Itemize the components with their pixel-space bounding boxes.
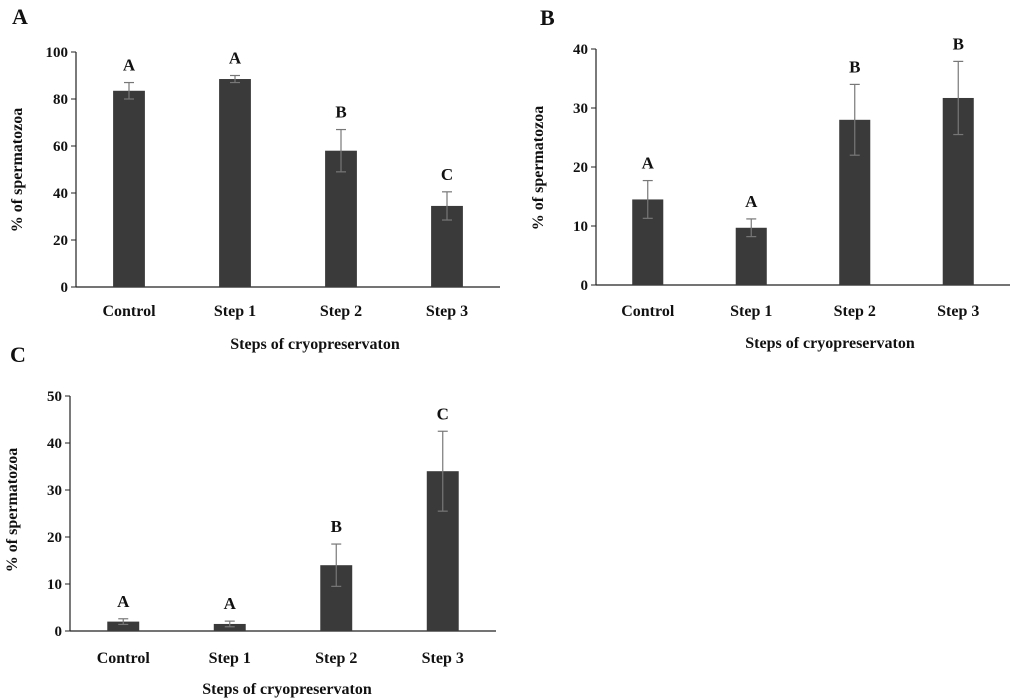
y-tick-label: 50 <box>47 389 62 405</box>
y-tick-label: 40 <box>47 436 62 452</box>
y-axis-title: % of spermatozoa <box>4 448 21 572</box>
y-tick-label: 0 <box>55 624 63 640</box>
x-tick-label: Step 3 <box>422 650 464 667</box>
panel-label: A <box>12 4 28 29</box>
y-tick-label: 0 <box>581 278 589 294</box>
x-tick-label: Step 3 <box>426 303 468 320</box>
x-tick-label: Step 1 <box>214 303 256 320</box>
significance-letter: B <box>331 517 342 536</box>
significance-letter: C <box>441 165 453 184</box>
y-tick-label: 10 <box>573 219 588 235</box>
y-tick-label: 80 <box>53 92 68 108</box>
y-tick-label: 30 <box>47 483 62 499</box>
x-tick-label: Control <box>102 303 156 320</box>
y-tick-label: 10 <box>47 577 62 593</box>
significance-letter: B <box>953 34 964 53</box>
x-tick-label: Step 1 <box>730 303 772 320</box>
y-tick-label: 30 <box>573 101 588 117</box>
bar <box>219 79 251 288</box>
significance-letter: B <box>849 57 860 76</box>
significance-letter: A <box>117 592 130 611</box>
bar <box>213 623 246 631</box>
x-axis-title: Steps of cryopreservaton <box>230 336 400 353</box>
significance-letter: A <box>229 49 242 68</box>
y-tick-label: 0 <box>61 280 69 296</box>
y-axis-title: % of spermatozoa <box>530 106 547 230</box>
significance-letter: A <box>123 56 136 75</box>
bar <box>113 90 145 288</box>
bar <box>735 227 767 285</box>
x-axis-title: Steps of cryopreservaton <box>745 335 915 352</box>
x-tick-label: Step 2 <box>320 303 362 320</box>
y-tick-label: 40 <box>53 186 68 202</box>
x-axis-title: Steps of cryopreservaton <box>202 681 372 698</box>
y-tick-label: 100 <box>46 45 69 61</box>
chart-panel-b: B 0 10 20 30 40 A Control A Step 1 B Step 2 B Step 3 S… <box>530 5 1010 352</box>
significance-letter: A <box>745 192 758 211</box>
y-axis-title: % of spermatozoa <box>9 108 26 232</box>
x-tick-label: Step 3 <box>937 303 979 320</box>
x-tick-label: Step 1 <box>209 650 251 667</box>
y-tick-label: 20 <box>573 160 588 176</box>
y-tick-label: 40 <box>573 42 588 58</box>
x-tick-label: Control <box>621 303 675 320</box>
significance-letter: C <box>437 404 449 423</box>
x-tick-label: Step 2 <box>315 650 357 667</box>
significance-letter: A <box>642 154 655 173</box>
panel-label: B <box>540 5 555 30</box>
significance-letter: A <box>224 594 237 613</box>
chart-panel-c: C 0 10 20 30 40 50 A Control A Step 1 B Step 2 C Step … <box>4 342 496 698</box>
chart-panel-a: A 0 20 40 60 80 100 A Control A Step 1 B Step 2 C Step… <box>9 4 500 353</box>
y-tick-label: 60 <box>53 139 68 155</box>
bar <box>107 621 140 631</box>
x-tick-label: Control <box>97 650 151 667</box>
y-tick-label: 20 <box>53 233 68 249</box>
y-tick-label: 20 <box>47 530 62 546</box>
panel-label: C <box>10 342 26 367</box>
significance-letter: B <box>335 103 346 122</box>
bar <box>325 150 357 287</box>
x-tick-label: Step 2 <box>834 303 876 320</box>
